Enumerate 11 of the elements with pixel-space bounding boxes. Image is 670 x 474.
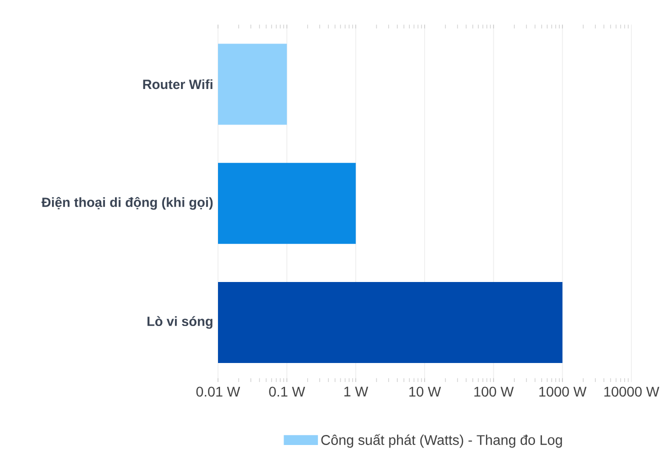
x-tick-label: 1 W: [344, 386, 368, 396]
y-tick-label: Lò vi sóng: [148, 316, 212, 329]
x-tick-label: 0.1 W: [269, 386, 306, 397]
x-tick-label: 10 W: [409, 386, 441, 397]
x-tick-label: 0.01 W: [196, 386, 240, 397]
x-tick-label: 1000 W: [539, 386, 586, 397]
legend-label: Công suất phát (Watts) - Thang đo Log: [321, 434, 562, 448]
y-tick-label: Router Wifi: [143, 79, 212, 90]
x-tick-label: 10000 W: [604, 386, 660, 397]
y-tick-label: Điện thoại di động (khi gọi): [41, 196, 213, 210]
x-tick-label: 100 W: [474, 386, 514, 397]
